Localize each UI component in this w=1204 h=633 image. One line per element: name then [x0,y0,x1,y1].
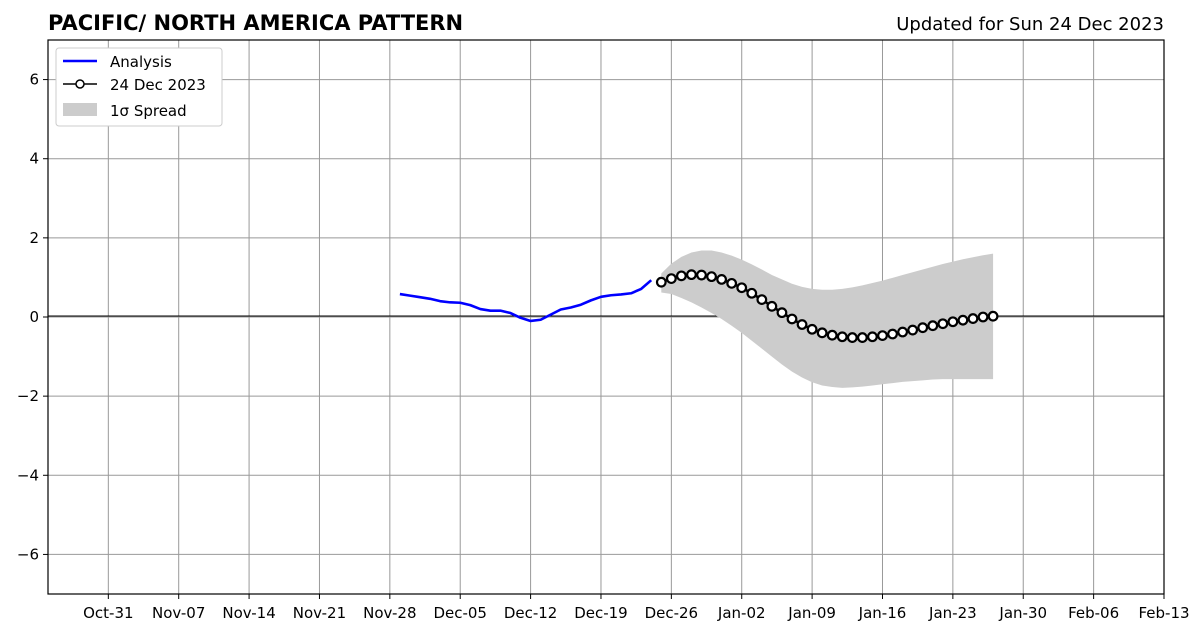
legend-label: Analysis [110,53,172,71]
forecast-point [867,331,878,343]
x-tick-label: Jan-09 [787,604,836,622]
forecast-point [796,319,808,330]
forecast-point [786,313,798,325]
y-tick-label: 4 [29,150,39,168]
forecast-point [696,269,707,281]
x-tick-label: Dec-26 [645,604,699,622]
x-tick-label: Nov-07 [152,604,205,622]
forecast-point [937,318,949,330]
legend-label: 24 Dec 2023 [110,76,206,94]
x-tick-label: Dec-05 [433,604,487,622]
forecast-point [726,277,738,289]
forecast-point [716,274,728,285]
legend-spread-swatch [63,103,97,116]
x-tick-label: Jan-02 [717,604,766,622]
forecast-point [655,276,667,288]
x-tick-label: Jan-16 [858,604,907,622]
chart-title: PACIFIC/ NORTH AMERICA PATTERN [48,11,463,35]
x-tick-label: Feb-13 [1138,604,1189,622]
y-tick-label: 6 [29,71,39,89]
forecast-point [826,329,838,341]
forecast-point [987,310,999,322]
x-tick-label: Jan-23 [928,604,977,622]
y-tick-label: 0 [29,308,39,326]
forecast-point [877,330,888,341]
legend: Analysis 24 Dec 2023 1σ Spread [55,47,223,127]
legend-box [55,47,223,127]
forecast-point [746,287,758,299]
forecast-point [927,320,939,332]
axes: Oct-31 Nov-07 Nov-14 Nov-21 Nov-28 Dec-05 Dec-… [17,39,1190,622]
x-tick-label: Jan-30 [998,604,1047,622]
forecast-point [967,313,979,324]
forecast-point [917,322,929,334]
forecast-point [846,332,858,343]
x-tick-label: Feb-06 [1068,604,1119,622]
forecast-point [706,271,717,283]
legend-label: 1σ Spread [110,102,187,120]
forecast-point [756,294,768,305]
forecast-point [665,273,677,285]
y-tick-label: −4 [17,466,39,484]
forecast-point [957,314,969,326]
forecast-point [736,282,748,294]
y-tick-label: −6 [17,545,39,563]
forecast-point [836,331,848,343]
x-tick-label: Dec-19 [574,604,628,622]
forecast-point [776,307,788,319]
forecast-point [766,300,778,312]
forecast-series [655,269,999,343]
forecast-point [686,269,697,281]
forecast-point [977,311,989,323]
x-tick-label: Nov-14 [222,604,275,622]
analysis-series [399,279,653,323]
x-tick-label: Nov-28 [363,604,416,622]
x-tick-label: Oct-31 [83,604,133,622]
chart-subtitle: Updated for Sun 24 Dec 2023 [896,14,1164,35]
legend-forecast-marker [75,79,85,89]
forecast-point [907,324,919,336]
forecast-point [947,316,959,328]
x-tick-label: Nov-21 [293,604,346,622]
analysis-line [399,279,653,323]
forecast-point [806,323,818,335]
forecast-point [816,327,828,339]
y-tick-label: 2 [29,229,39,247]
forecast-point [897,326,908,338]
forecast-point [856,332,868,343]
plot-frame [47,39,1165,595]
y-tick-label: −2 [17,387,39,405]
forecast-point [676,270,687,282]
x-tick-label: Dec-12 [504,604,558,622]
forecast-point [887,328,898,340]
